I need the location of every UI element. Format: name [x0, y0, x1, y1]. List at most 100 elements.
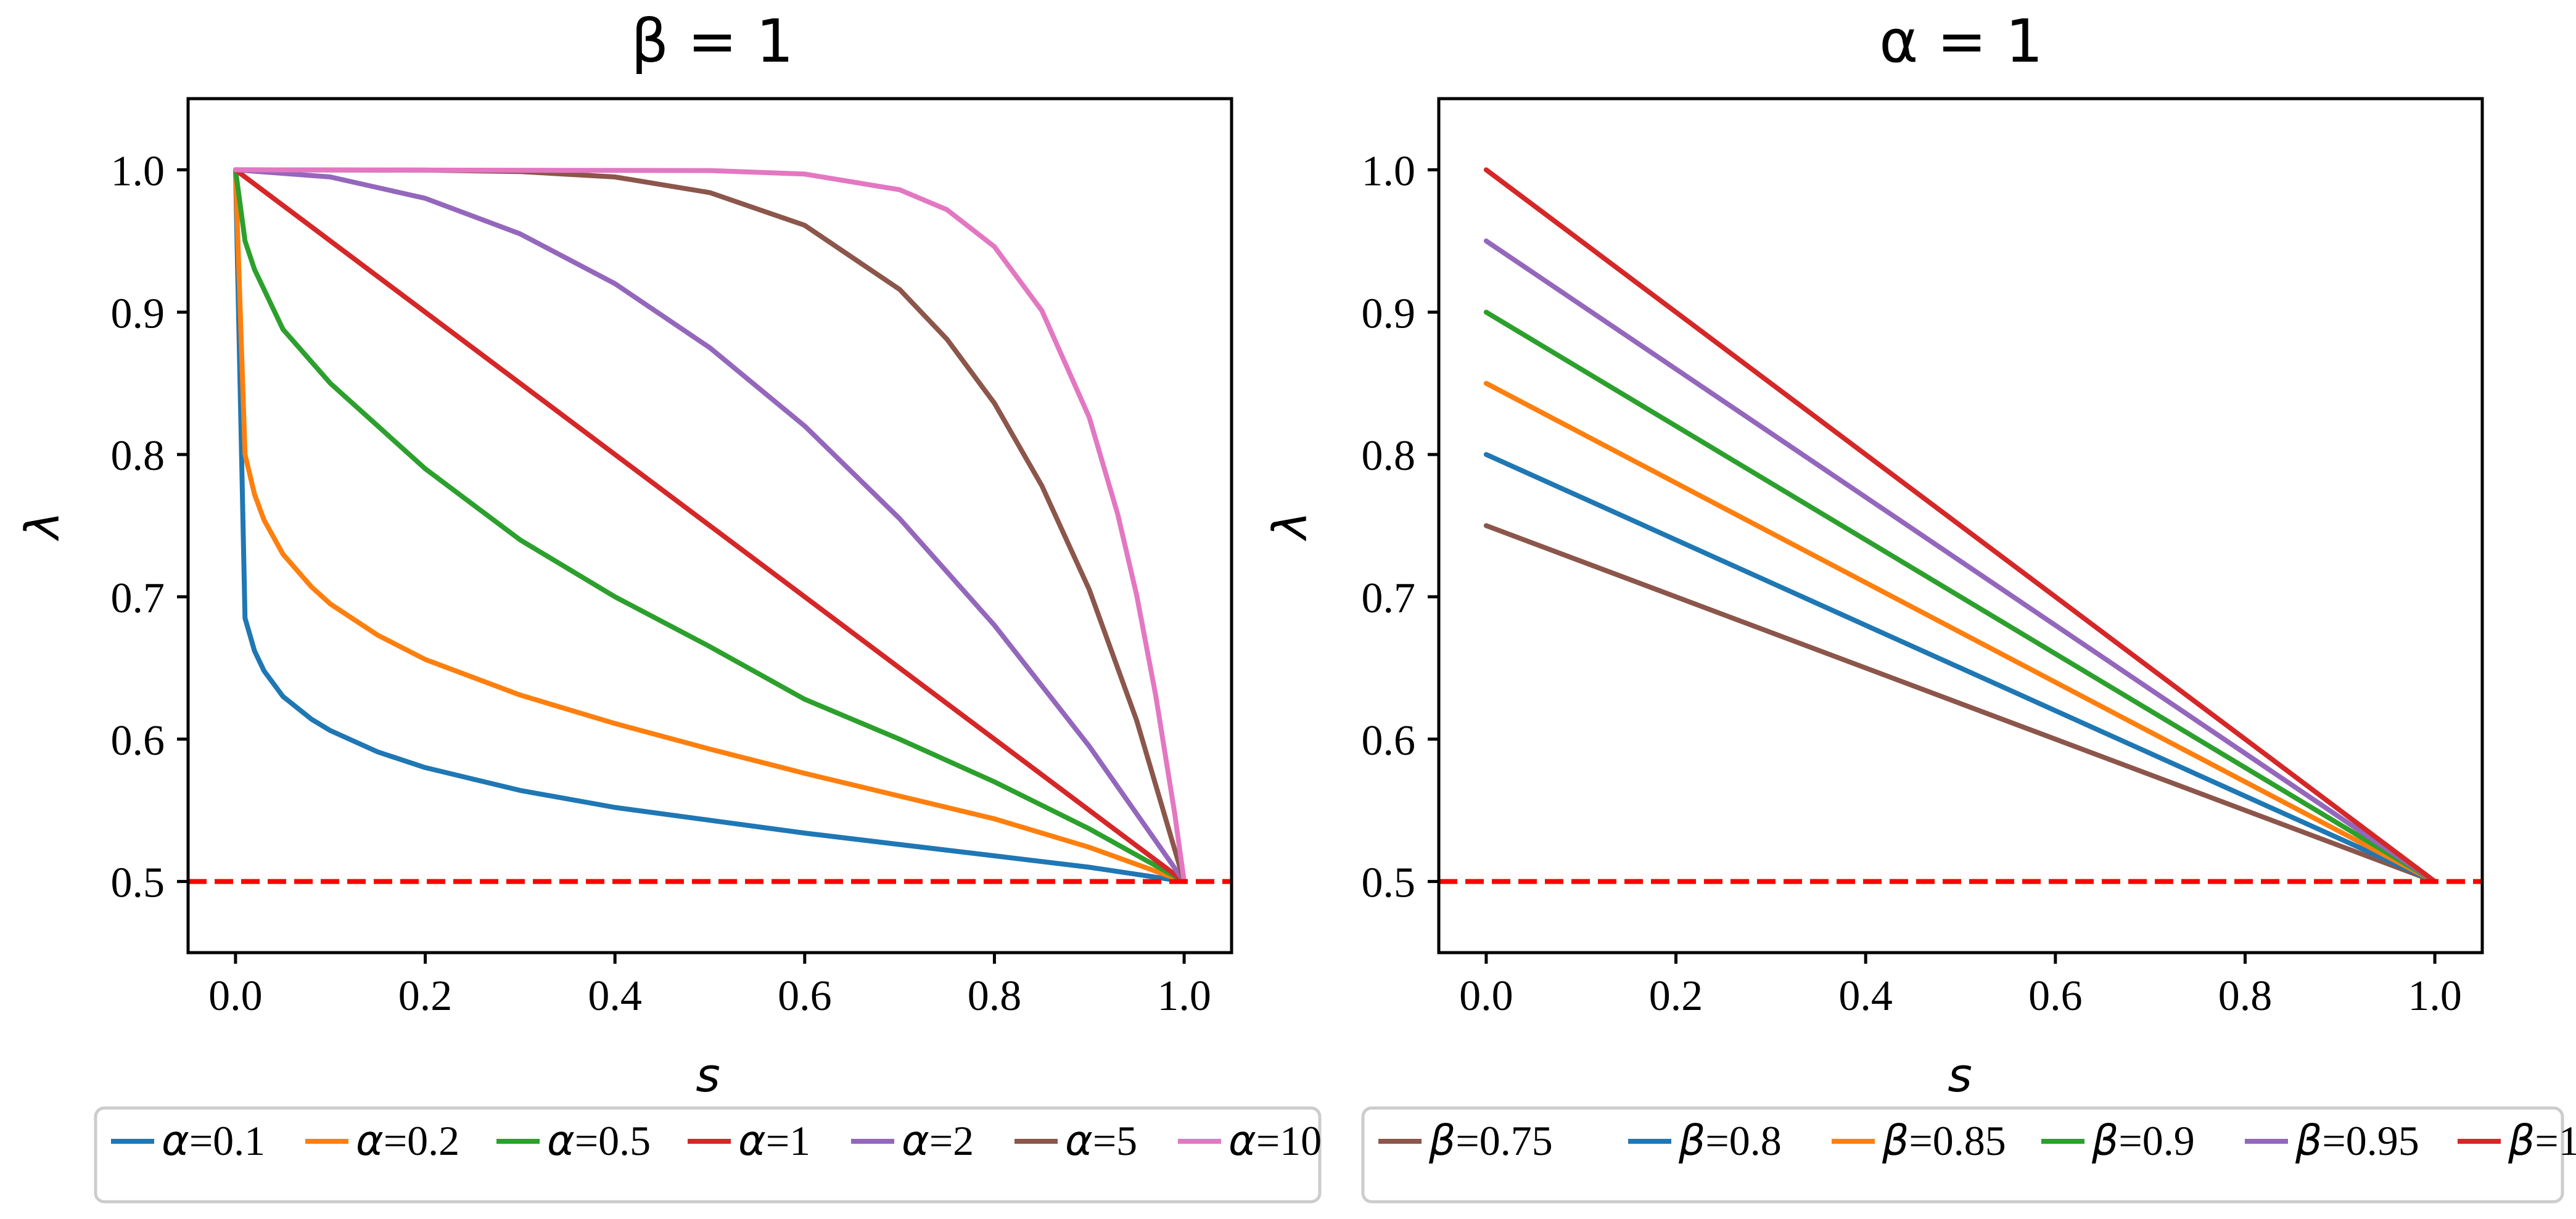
left-chart-title: β = 1 — [631, 7, 794, 76]
left-legend-label: α=0.2 — [356, 1117, 459, 1165]
right-series-line-4 — [1483, 238, 2438, 884]
right-legend-entries: β=0.75 β=0.8 β=0.85 β=0.9 β=0.95 β=1 — [1378, 1117, 2576, 1165]
left-legend-label: α=0.5 — [547, 1117, 651, 1165]
right-x-tick-label: 0.2 — [1649, 972, 1703, 1020]
legend-value: =0.2 — [384, 1117, 459, 1164]
right-y-tick-label: 0.5 — [1362, 860, 1416, 907]
left-axes-frame — [186, 97, 1233, 954]
left-x-tick-label: 1.0 — [1157, 972, 1211, 1020]
left-series-line-4 — [232, 167, 1187, 884]
right-legend-entry-2: β=0.85 — [1832, 1117, 2006, 1165]
right-legend-label: β=0.95 — [2295, 1117, 2419, 1165]
left-legend-entry-6: α=10 — [1178, 1117, 1322, 1165]
left-legend-entry-3: α=1 — [688, 1117, 810, 1165]
right-ticks-layer: 0.0 0.2 0.4 0.6 0.8 1.0 0.5 0.6 0.7 0.8 0.9 1.0 — [1362, 147, 2462, 1020]
right-legend-entry-4: β=0.95 — [2245, 1117, 2419, 1165]
right-series-line-5 — [1483, 167, 2438, 884]
right-y-tick-label: 0.7 — [1362, 575, 1416, 622]
left-legend — [94, 1106, 1322, 1204]
legend-value: =10 — [1256, 1117, 1322, 1164]
left-legend-entries: α=0.1 α=0.2 α=0.5 α=1 α=2 α=5 α=10 — [111, 1117, 1322, 1165]
left-legend-entry-1: α=0.2 — [305, 1117, 459, 1165]
right-y-tick-label: 1.0 — [1362, 147, 1416, 195]
legend-symbol: α — [356, 1117, 384, 1165]
left-ticks-layer: 0.0 0.2 0.4 0.6 0.8 1.0 0.5 0.6 0.7 0.8 0.9 1.0 — [111, 147, 1211, 1020]
left-y-tick-label: 0.7 — [111, 575, 165, 622]
legend-value: =0.1 — [189, 1117, 265, 1164]
legend-symbol: β — [1428, 1117, 1455, 1165]
legend-symbol: β — [1882, 1117, 1909, 1165]
left-legend-entry-4: α=2 — [851, 1117, 974, 1165]
legend-value: =0.95 — [2322, 1117, 2419, 1164]
left-series-layer — [232, 167, 1187, 884]
left-legend-label: α=2 — [902, 1117, 974, 1165]
legend-value: =1 — [2535, 1117, 2576, 1164]
right-chart-title: α = 1 — [1879, 7, 2043, 76]
right-x-axis-label: s — [1948, 1048, 1972, 1102]
right-y-tick-label: 0.6 — [1362, 717, 1416, 765]
left-x-tick-label: 0.2 — [398, 972, 453, 1020]
right-series-line-0 — [1483, 523, 2438, 884]
right-x-tick-label: 0.6 — [2028, 972, 2083, 1020]
left-legend-label: α=10 — [1228, 1117, 1322, 1165]
left-legend-label: α=0.1 — [162, 1117, 265, 1165]
legend-symbol: α — [162, 1117, 189, 1165]
left-y-tick-label: 0.8 — [111, 432, 165, 480]
left-x-axis-label: s — [696, 1048, 720, 1102]
legend-value: =0.8 — [1705, 1117, 1781, 1164]
left-y-tick-label: 0.5 — [111, 860, 165, 907]
right-axes-frame — [1437, 97, 2484, 954]
legend-symbol: α — [547, 1117, 575, 1165]
right-legend-label: β=0.85 — [1882, 1117, 2006, 1165]
legend-symbol: α — [1228, 1117, 1256, 1165]
right-x-tick-label: 0.0 — [1459, 972, 1513, 1020]
left-x-tick-label: 0.8 — [968, 972, 1022, 1020]
legend-symbol: α — [1065, 1117, 1093, 1165]
left-x-tick-label: 0.4 — [588, 972, 642, 1020]
left-legend-entry-5: α=5 — [1014, 1117, 1137, 1165]
left-series-line-1 — [232, 167, 1187, 884]
legend-value: =1 — [766, 1117, 810, 1164]
legend-symbol: β — [1678, 1117, 1705, 1165]
right-series-line-1 — [1483, 452, 2438, 884]
right-series-line-3 — [1483, 310, 2438, 884]
left-y-tick-label: 0.9 — [111, 290, 165, 337]
right-series-line-2 — [1483, 380, 2438, 884]
left-legend-label: α=1 — [738, 1117, 810, 1165]
legend-value: =0.9 — [2118, 1117, 2194, 1164]
legend-symbol: β — [2091, 1117, 2118, 1165]
legend-symbol: β — [2295, 1117, 2322, 1165]
right-series-layer — [1483, 167, 2438, 884]
right-legend-entry-3: β=0.9 — [2041, 1117, 2195, 1165]
legend-value: =2 — [929, 1117, 974, 1164]
left-x-tick-label: 0.6 — [778, 972, 832, 1020]
legend-symbol: α — [738, 1117, 766, 1165]
right-y-tick-label: 0.9 — [1362, 290, 1416, 337]
left-legend-entry-2: α=0.5 — [496, 1117, 651, 1165]
legend-symbol: α — [902, 1117, 929, 1165]
legend-value: =0.85 — [1909, 1117, 2006, 1164]
right-x-tick-label: 1.0 — [2408, 972, 2462, 1020]
right-legend-label: β=0.75 — [1428, 1117, 1553, 1165]
legend-value: =5 — [1093, 1117, 1137, 1164]
right-legend-label: β=1 — [2508, 1117, 2576, 1165]
left-y-tick-label: 1.0 — [111, 147, 165, 195]
right-x-tick-label: 0.4 — [1838, 972, 1893, 1020]
left-x-tick-label: 0.0 — [208, 972, 263, 1020]
legend-value: =0.75 — [1455, 1117, 1552, 1164]
right-x-tick-label: 0.8 — [2218, 972, 2273, 1020]
left-series-line-6 — [232, 167, 1187, 884]
right-legend-entry-5: β=1 — [2458, 1117, 2576, 1165]
right-legend-label: β=0.8 — [1678, 1117, 1782, 1165]
legend-value: =0.5 — [575, 1117, 651, 1164]
left-y-axis-label: λ — [15, 512, 70, 542]
right-chart-panel: α = 1 0.0 0.2 0.4 0.6 0.8 1.0 0.5 0.6 0.7 0.8 0.9 1… — [1262, 7, 2576, 1204]
left-series-line-2 — [232, 167, 1187, 884]
left-series-line-0 — [232, 167, 1187, 884]
right-y-tick-label: 0.8 — [1362, 432, 1416, 480]
right-legend-entry-1: β=0.8 — [1628, 1117, 1782, 1165]
left-legend-entry-0: α=0.1 — [111, 1117, 265, 1165]
left-legend-label: α=5 — [1065, 1117, 1137, 1165]
right-legend-entry-0: β=0.75 — [1378, 1117, 1553, 1165]
